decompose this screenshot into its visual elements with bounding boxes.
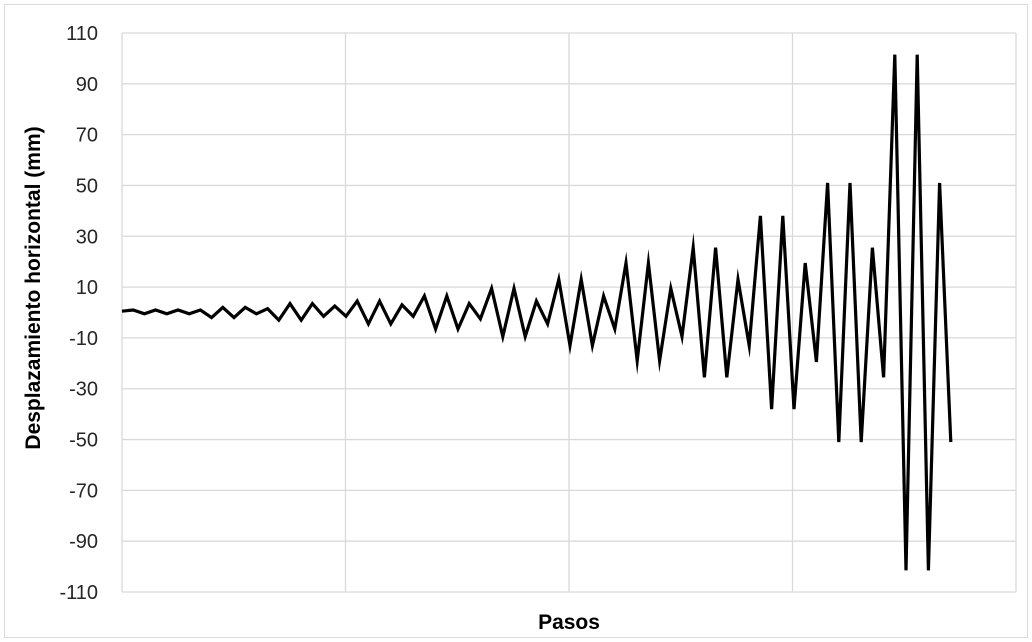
y-tick-label: -110 xyxy=(59,582,98,604)
y-tick-label: -30 xyxy=(69,379,98,401)
y-tick-label: 10 xyxy=(76,277,98,299)
series-group xyxy=(121,54,953,571)
y-tick-label: -90 xyxy=(69,531,98,553)
y-tick-label: -10 xyxy=(69,328,98,350)
y-tick-label: 50 xyxy=(76,175,98,197)
y-tick-label: 30 xyxy=(76,226,98,248)
series-line xyxy=(121,54,953,571)
y-tick-label: 90 xyxy=(76,74,98,96)
y-axis-title: Desplazamiento horizontal (mm) xyxy=(22,126,45,449)
x-axis-title: Pasos xyxy=(538,611,600,634)
y-tick-labels: 110 90 70 50 30 10 -10 -30 -50 -70 -90 -110 xyxy=(59,23,98,604)
y-tick-label: -50 xyxy=(69,430,98,452)
y-tick-label: 70 xyxy=(76,125,98,147)
y-tick-label: 110 xyxy=(66,23,98,45)
y-tick-label: -70 xyxy=(69,480,98,502)
